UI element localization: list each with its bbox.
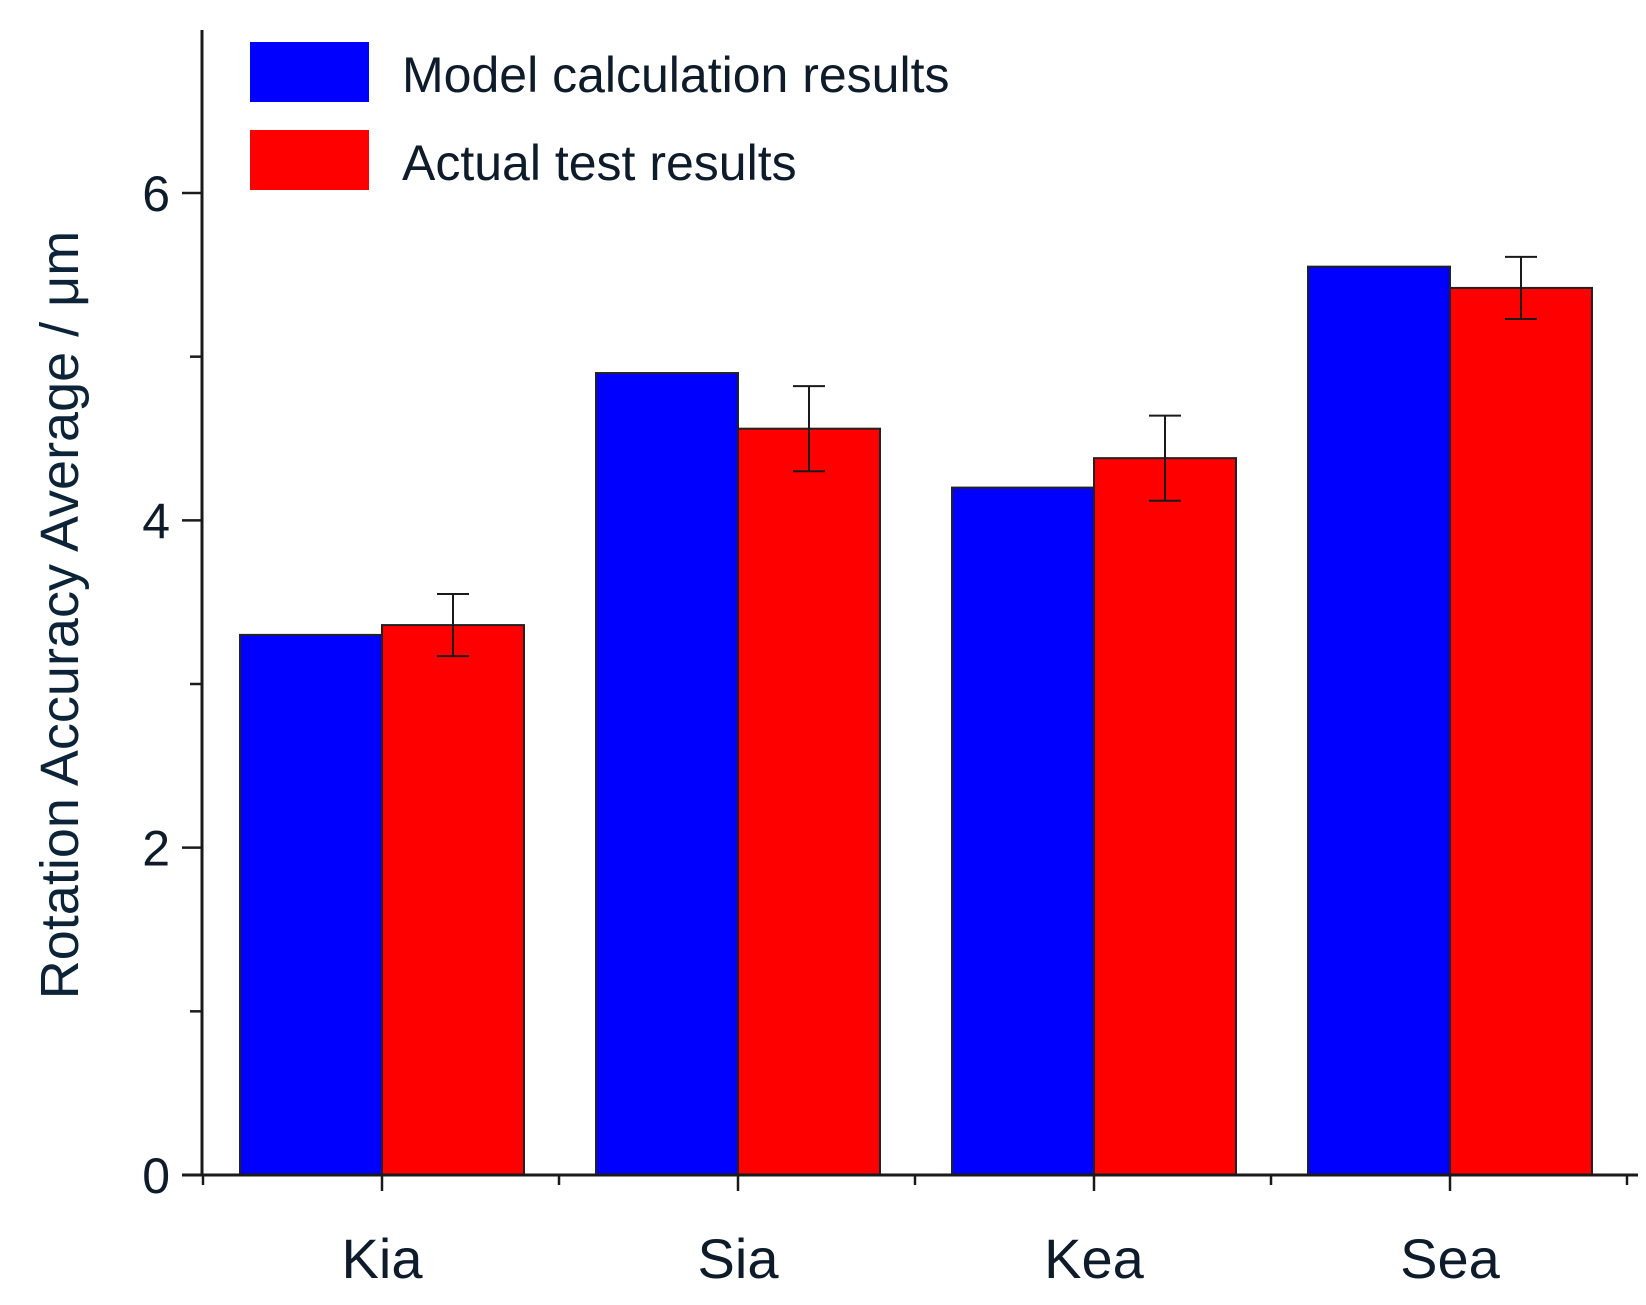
bar-sea-model bbox=[1307, 265, 1451, 1176]
x-tick-label-sia: Sia bbox=[698, 1227, 780, 1290]
legend: Model calculation results Actual test re… bbox=[250, 42, 950, 191]
legend-swatch-model bbox=[250, 42, 369, 102]
error-bar-kea bbox=[1149, 414, 1181, 502]
error-bar-sea bbox=[1505, 255, 1537, 321]
x-tick-label-sea: Sea bbox=[1400, 1227, 1500, 1290]
bar-kea-model bbox=[951, 486, 1095, 1177]
legend-swatch-actual bbox=[250, 130, 369, 190]
error-bar-sia bbox=[793, 385, 825, 473]
error-bar-kia bbox=[437, 592, 469, 658]
bar-kia-actual bbox=[381, 624, 525, 1176]
y-axis-label: Rotation Accuracy Average / μm bbox=[30, 231, 90, 1000]
plot-area: Kia Sia Kea Sea 0 2 4 6 bbox=[142, 30, 1638, 1290]
y-tick-label-4: 4 bbox=[142, 493, 170, 549]
y-tick-label-2: 2 bbox=[142, 821, 170, 877]
x-tick-label-kia: Kia bbox=[342, 1227, 424, 1290]
bar-sia-model bbox=[595, 372, 739, 1176]
bar-sia-actual bbox=[737, 427, 881, 1176]
bar-kea-actual bbox=[1093, 457, 1237, 1176]
x-tick-label-kea: Kea bbox=[1044, 1227, 1144, 1290]
bar-sea-actual bbox=[1449, 286, 1593, 1176]
y-tick-label-6: 6 bbox=[142, 166, 170, 222]
legend-label-model: Model calculation results bbox=[402, 47, 950, 103]
y-tick-label-0: 0 bbox=[142, 1148, 170, 1204]
bar-kia-model bbox=[239, 633, 383, 1176]
legend-label-actual: Actual test results bbox=[402, 135, 797, 191]
